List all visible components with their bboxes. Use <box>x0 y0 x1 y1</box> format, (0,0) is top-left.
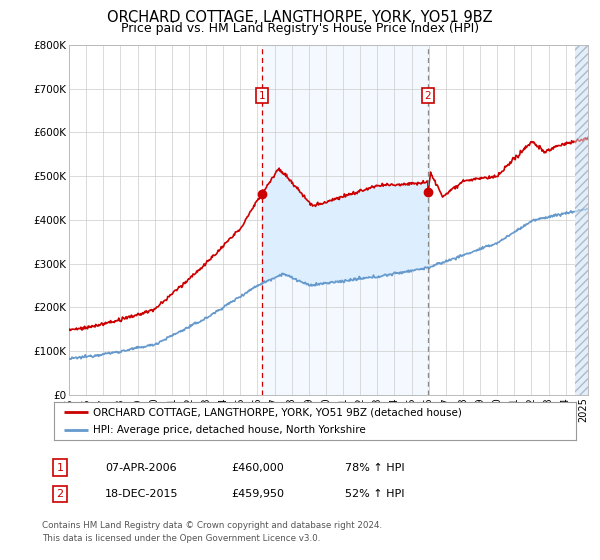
Text: ORCHARD COTTAGE, LANGTHORPE, YORK, YO51 9BZ: ORCHARD COTTAGE, LANGTHORPE, YORK, YO51 … <box>107 10 493 25</box>
Text: 52% ↑ HPI: 52% ↑ HPI <box>345 489 404 499</box>
Text: Contains HM Land Registry data © Crown copyright and database right 2024.: Contains HM Land Registry data © Crown c… <box>42 521 382 530</box>
Text: HPI: Average price, detached house, North Yorkshire: HPI: Average price, detached house, Nort… <box>93 425 366 435</box>
Text: 18-DEC-2015: 18-DEC-2015 <box>105 489 179 499</box>
Text: Price paid vs. HM Land Registry's House Price Index (HPI): Price paid vs. HM Land Registry's House … <box>121 22 479 35</box>
Text: This data is licensed under the Open Government Licence v3.0.: This data is licensed under the Open Gov… <box>42 534 320 543</box>
Text: 2: 2 <box>425 91 431 101</box>
Text: 78% ↑ HPI: 78% ↑ HPI <box>345 463 404 473</box>
Bar <box>262 45 428 395</box>
Text: £459,950: £459,950 <box>231 489 284 499</box>
Text: 1: 1 <box>259 91 265 101</box>
Text: 1: 1 <box>56 463 64 473</box>
Text: ORCHARD COTTAGE, LANGTHORPE, YORK, YO51 9BZ (detached house): ORCHARD COTTAGE, LANGTHORPE, YORK, YO51 … <box>93 407 462 417</box>
Text: 2: 2 <box>56 489 64 499</box>
Text: 07-APR-2006: 07-APR-2006 <box>105 463 176 473</box>
Text: £460,000: £460,000 <box>231 463 284 473</box>
